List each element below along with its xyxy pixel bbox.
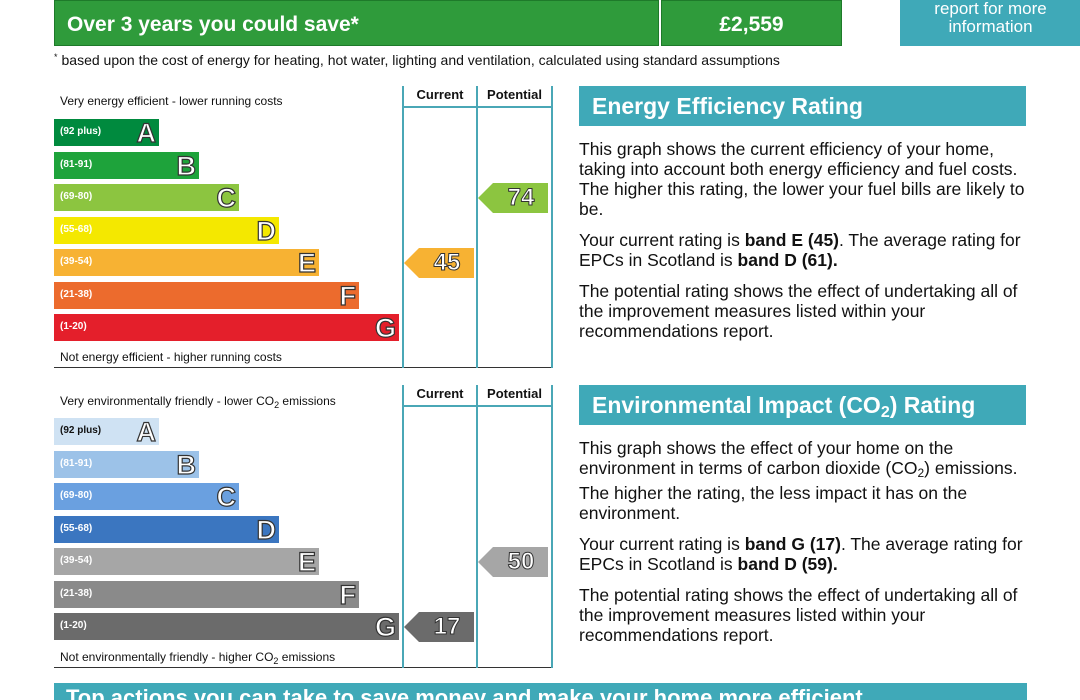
report-line-1: report for more bbox=[934, 0, 1047, 18]
band-letter: D bbox=[256, 514, 277, 545]
arrow-shape bbox=[478, 546, 548, 577]
band-letter: E bbox=[297, 247, 316, 278]
arrow-shape bbox=[404, 611, 474, 642]
rating-value: 74 bbox=[507, 183, 535, 211]
panel-paragraph: Your current rating is band G (17). The … bbox=[579, 534, 1023, 574]
panel-paragraph: This graph shows the effect of your home… bbox=[579, 438, 1018, 523]
rating-value: 50 bbox=[507, 547, 535, 575]
panel-paragraph: The potential rating shows the effect of… bbox=[579, 281, 1018, 341]
band-range-label: (81-91) bbox=[60, 158, 93, 170]
band-letter: A bbox=[136, 117, 157, 148]
panel-paragraph: This graph shows the current efficiency … bbox=[579, 139, 1025, 219]
band-letter: G bbox=[374, 312, 396, 343]
band-g: (1-20) G bbox=[54, 312, 399, 344]
band-range-label: (1-20) bbox=[60, 321, 87, 332]
report-line-2: information bbox=[948, 17, 1033, 36]
energy-rating-graph: Current Potential Very energy efficient … bbox=[54, 86, 553, 368]
rating-value: 45 bbox=[433, 248, 461, 276]
panel-paragraph: Your current rating is band E (45). The … bbox=[579, 230, 1021, 270]
energy-efficiency-panel: Energy Efficiency Rating This graph show… bbox=[579, 86, 1026, 341]
top-actions-banner: Top actions you can take to save money a… bbox=[54, 683, 1027, 700]
top-caption: Very environmentally friendly - lower CO… bbox=[60, 394, 336, 410]
current-rating-arrow: 45 bbox=[404, 247, 474, 278]
band-range-label: (92 plus) bbox=[60, 126, 102, 137]
current-column-header: Current bbox=[416, 386, 464, 401]
potential-column-header: Potential bbox=[487, 87, 542, 102]
band-letter: C bbox=[216, 182, 237, 213]
potential-column-header: Potential bbox=[487, 386, 542, 401]
column-divider bbox=[476, 385, 478, 668]
band-a: (92 plus) A bbox=[54, 416, 159, 448]
band-e: (39-54) E bbox=[54, 546, 319, 578]
band-d: (55-68) D bbox=[54, 215, 279, 246]
column-divider bbox=[402, 385, 404, 668]
band-range-label: (81-91) bbox=[60, 457, 93, 469]
band-letter: B bbox=[176, 449, 197, 480]
potential-rating-arrow: 50 bbox=[478, 546, 548, 577]
band-range-label: (55-68) bbox=[60, 522, 93, 534]
rating-value: 17 bbox=[433, 612, 461, 640]
band-letter: E bbox=[297, 546, 316, 577]
savings-amount: £2,559 bbox=[661, 0, 842, 46]
panel-title: Environmental Impact (CO2) Rating bbox=[579, 385, 1026, 425]
arrow-shape bbox=[478, 182, 548, 213]
band-letter: D bbox=[256, 215, 277, 246]
band-range-label: (92 plus) bbox=[60, 425, 102, 436]
bottom-caption: Not environmentally friendly - higher CO… bbox=[60, 650, 336, 666]
graph-frame bbox=[54, 86, 553, 368]
band-c: (69-80) C bbox=[54, 481, 239, 513]
potential-rating-arrow: 74 bbox=[478, 182, 548, 213]
band-letter: F bbox=[339, 280, 357, 311]
panel-title: Energy Efficiency Rating bbox=[579, 86, 1026, 126]
band-range-label: (21-38) bbox=[60, 587, 93, 599]
band-range-label: (21-38) bbox=[60, 288, 93, 300]
current-rating-arrow: 17 bbox=[404, 611, 474, 642]
header-divider bbox=[402, 405, 553, 407]
band-letter: F bbox=[339, 579, 357, 610]
band-range-label: (69-80) bbox=[60, 490, 93, 501]
band-a: (92 plus) A bbox=[54, 117, 159, 149]
report-info-link[interactable]: report for more information bbox=[900, 0, 1080, 46]
bottom-caption: Not energy efficient - higher running co… bbox=[60, 350, 282, 364]
current-column-header: Current bbox=[416, 87, 464, 102]
band-f: (21-38) F bbox=[54, 579, 359, 610]
band-b: (81-91) B bbox=[54, 449, 199, 480]
band-letter: B bbox=[176, 150, 197, 181]
environmental-impact-panel: Environmental Impact (CO2) Rating This g… bbox=[579, 385, 1026, 645]
band-range-label: (39-54) bbox=[60, 256, 93, 267]
column-divider bbox=[476, 86, 478, 368]
band-b: (81-91) B bbox=[54, 150, 199, 181]
band-range-label: (39-54) bbox=[60, 555, 93, 566]
band-range-label: (1-20) bbox=[60, 620, 87, 631]
graph-frame bbox=[54, 385, 553, 668]
column-divider bbox=[551, 385, 553, 668]
savings-label: Over 3 years you could save* bbox=[54, 0, 659, 46]
column-divider bbox=[551, 86, 553, 368]
environmental-rating-graph: Current Potential Very environmentally f… bbox=[54, 385, 553, 668]
band-letter: G bbox=[374, 611, 396, 642]
band-d: (55-68) D bbox=[54, 514, 279, 545]
band-letter: C bbox=[216, 481, 237, 512]
band-range-label: (55-68) bbox=[60, 223, 93, 235]
arrow-shape bbox=[404, 247, 474, 278]
top-caption: Very energy efficient - lower running co… bbox=[60, 94, 283, 108]
band-range-label: (69-80) bbox=[60, 191, 93, 202]
band-e: (39-54) E bbox=[54, 247, 319, 279]
band-c: (69-80) C bbox=[54, 182, 239, 214]
band-letter: A bbox=[136, 416, 157, 447]
panel-paragraph: The potential rating shows the effect of… bbox=[579, 585, 1018, 645]
band-g: (1-20) G bbox=[54, 611, 399, 643]
column-divider bbox=[402, 86, 404, 368]
band-f: (21-38) F bbox=[54, 280, 359, 311]
header-divider bbox=[402, 106, 553, 108]
savings-footnote: * based upon the cost of energy for heati… bbox=[54, 52, 780, 68]
